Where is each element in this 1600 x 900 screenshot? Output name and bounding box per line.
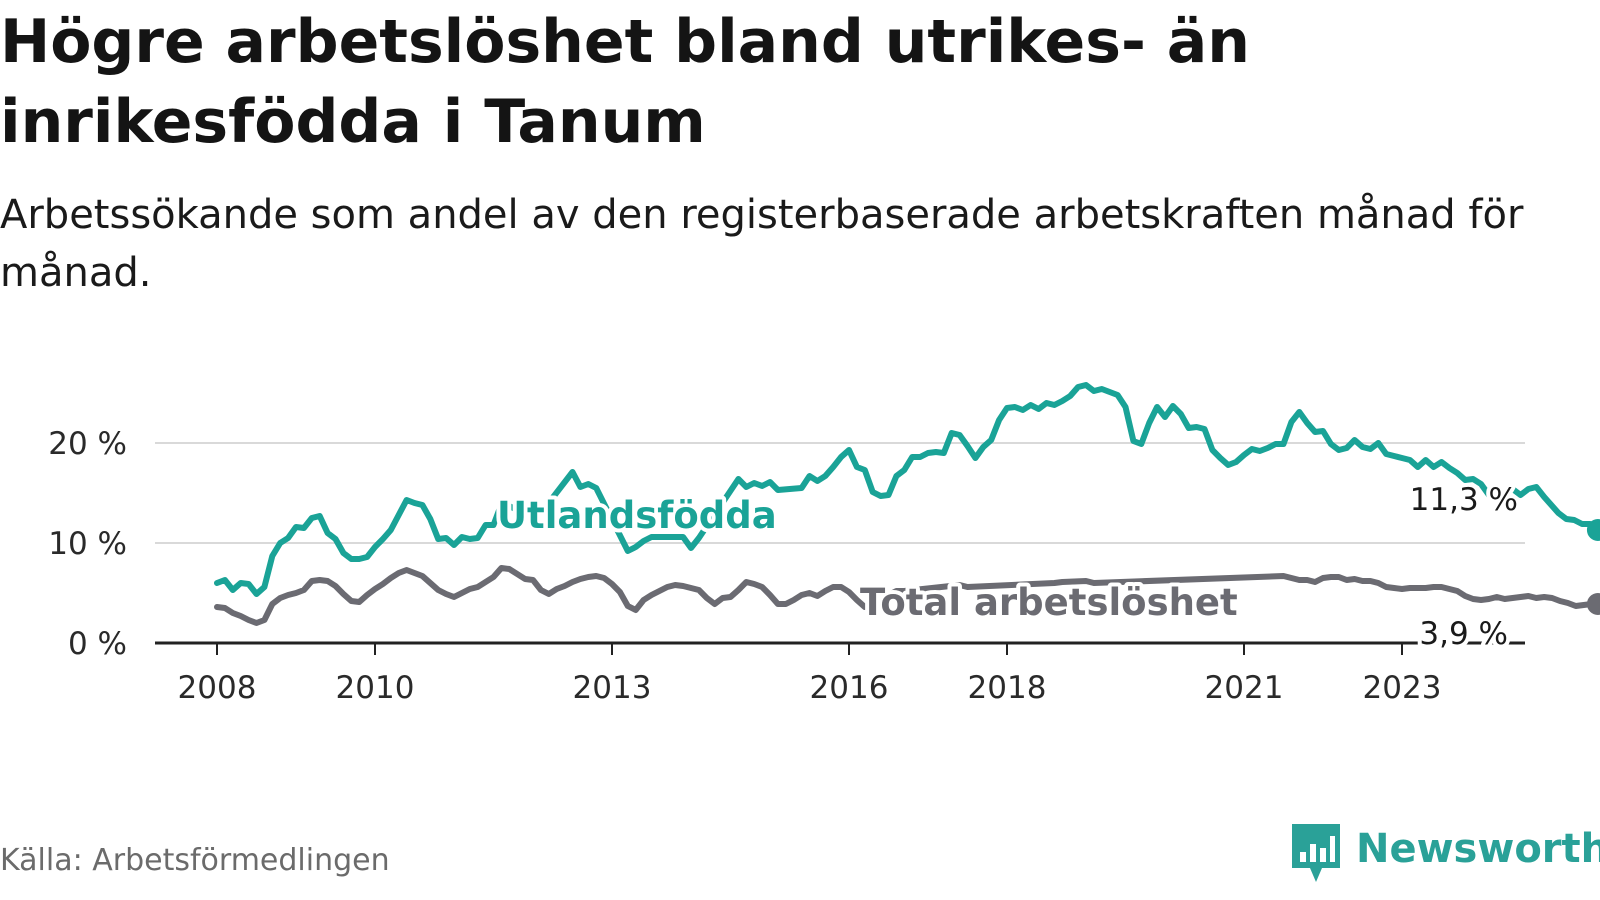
x-axis-tick-labels: 2008 2010 2013 2016 2018 2021 2023 — [178, 670, 1442, 706]
end-point-total — [1586, 593, 1600, 615]
grid-lines — [155, 442, 1525, 544]
series-label-total: Total arbetslöshet — [860, 581, 1238, 624]
x-tick-label: 2023 — [1363, 670, 1442, 706]
line-chart: 0 % 10 % 20 % 2008 2010 2013 2016 2018 2021 2023… — [48, 382, 1600, 706]
x-tick-label: 2008 — [178, 670, 257, 706]
x-tick-label: 2013 — [573, 670, 652, 706]
y-tick-label: 10 % — [48, 526, 127, 562]
series-line-total — [214, 565, 1600, 626]
x-tick-label: 2018 — [968, 670, 1047, 706]
series-label-utlandsfodda: Utlandsfödda — [497, 494, 777, 537]
x-axis — [155, 641, 1525, 655]
series-lines — [214, 382, 1600, 626]
y-tick-label: 20 % — [48, 426, 127, 462]
end-value-label-total: 3,9 % — [1419, 616, 1508, 652]
x-tick-label: 2010 — [336, 670, 415, 706]
brand-name: Newsworthy — [1356, 826, 1600, 872]
chart-title: Högre arbetslöshet bland utrikes- än inr… — [0, 7, 1250, 157]
end-value-label-utlandsfodda: 11,3 % — [1410, 482, 1518, 518]
y-axis-tick-labels: 0 % 10 % 20 % — [48, 426, 127, 662]
end-point-utlandsfodda — [1586, 519, 1600, 541]
x-tick-label: 2016 — [810, 670, 889, 706]
bar-chart-icon — [1292, 824, 1340, 882]
y-tick-label: 0 % — [68, 626, 127, 662]
series-line-utlandsfodda — [214, 382, 1600, 597]
source-note: Källa: Arbetsförmedlingen — [0, 843, 390, 878]
x-tick-label: 2021 — [1205, 670, 1284, 706]
chart-subtitle: Arbetssökande som andel av den registerb… — [0, 192, 1524, 296]
annotations: Utlandsfödda Total arbetslöshet 11,3 % 3,9 … — [493, 478, 1522, 656]
